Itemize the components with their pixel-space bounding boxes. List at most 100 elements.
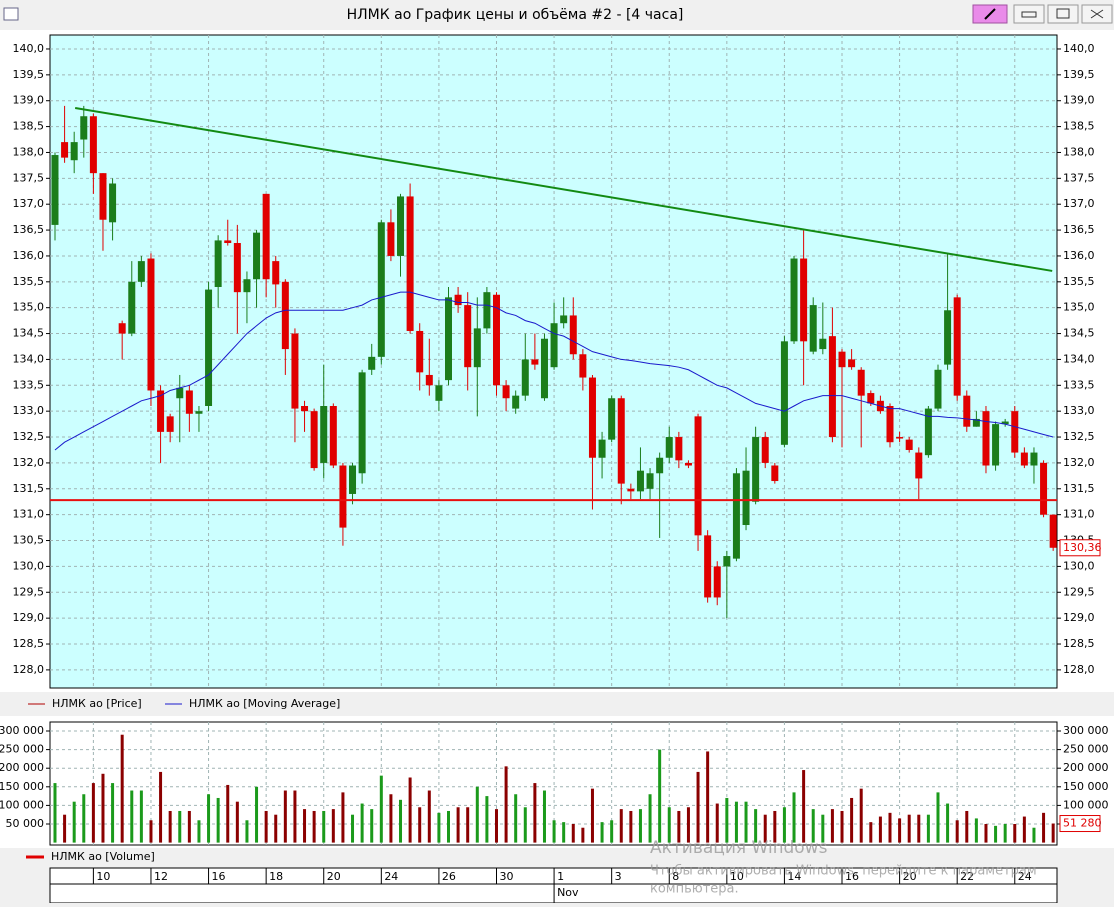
volume-bar (53, 783, 57, 843)
candle-body (147, 258, 155, 391)
candle-body (828, 336, 836, 438)
x-tick-label: 20 (903, 870, 917, 883)
volume-bar (504, 766, 508, 843)
candle-body (723, 556, 731, 567)
volume-bar (955, 820, 959, 843)
volume-bar (638, 809, 642, 843)
candle-body (915, 452, 923, 479)
minimize-icon (1021, 11, 1037, 18)
candle-body (560, 315, 568, 324)
candle-body (473, 328, 481, 368)
candle-body (684, 462, 692, 466)
volume-bar (331, 809, 335, 843)
y-tick-label: 135,5 (1063, 275, 1095, 288)
volume-bar (754, 809, 758, 843)
candle-body (291, 333, 299, 409)
y-tick-label: 132,5 (13, 430, 45, 443)
legend-label: НЛМК ао [Volume] (51, 850, 155, 863)
candle-body (368, 356, 376, 370)
candle-body (540, 338, 548, 399)
volume-bar (360, 803, 364, 843)
y-tick-label: 100 000 (0, 798, 44, 811)
candle-body (137, 261, 145, 282)
volume-bar (542, 790, 546, 843)
candle-body (531, 359, 539, 365)
volume-bar (235, 801, 239, 843)
candle-body (349, 465, 357, 494)
candle-body (377, 222, 385, 357)
candle-body (742, 470, 750, 526)
candle-body (579, 354, 587, 378)
y-tick-label: 139,0 (13, 94, 45, 107)
volume-bar (408, 777, 412, 843)
volume-bar (101, 773, 105, 843)
candle-body (656, 457, 664, 474)
last-value-label: 51 280 (1063, 817, 1102, 830)
y-tick-label: 140,0 (1063, 42, 1095, 55)
volume-bar (696, 771, 700, 843)
candle-body (483, 292, 491, 329)
candle-body (569, 315, 577, 355)
candle-body (61, 142, 69, 158)
candle-body (694, 416, 702, 536)
y-tick-label: 130,0 (1063, 559, 1095, 572)
y-tick-label: 300 000 (0, 724, 44, 737)
candle-body (205, 289, 213, 406)
legend-label: НЛМК ао [Price] (52, 697, 142, 710)
candle-body (233, 243, 241, 293)
watermark-text: компьютера. (650, 882, 739, 897)
volume-bar (898, 818, 902, 843)
y-tick-label: 137,5 (13, 171, 45, 184)
y-tick-label: 128,0 (13, 663, 45, 676)
y-tick-label: 138,0 (13, 145, 45, 158)
volume-bar (91, 783, 95, 843)
volume-bar (869, 822, 873, 843)
candle-body (243, 279, 251, 293)
x-tick-label: 24 (1018, 870, 1032, 883)
x-tick-label: 1 (557, 870, 564, 883)
candle-body (627, 488, 635, 492)
candle-body (406, 196, 414, 331)
candle-body (550, 323, 558, 368)
y-tick-label: 250 000 (1063, 743, 1109, 756)
volume-bar (533, 783, 537, 843)
restore-button[interactable] (1047, 4, 1079, 24)
volume-bar (648, 794, 652, 843)
candle-body (492, 294, 500, 386)
y-tick-label: 138,0 (1063, 145, 1095, 158)
watermark-text: Чтобы активировать Windows, перейдите к … (650, 864, 1037, 879)
volume-bar (715, 803, 719, 843)
candle-body (636, 470, 644, 492)
volume-bar (706, 751, 710, 843)
minimize-button[interactable] (1013, 4, 1045, 24)
volume-bar (850, 797, 854, 843)
x-tick-label: 16 (845, 870, 859, 883)
window-title: НЛМК ао График цены и объёма #2 - [4 час… (347, 7, 684, 23)
candle-body (435, 385, 443, 401)
candle-body (262, 193, 270, 280)
last-value-box (1059, 815, 1101, 833)
volume-bar (946, 803, 950, 843)
volume-bar (178, 810, 182, 843)
volume-bar (725, 797, 729, 843)
volume-bar (677, 810, 681, 843)
volume-bar (303, 809, 307, 843)
volume-bar (475, 786, 479, 843)
volume-bar (619, 809, 623, 843)
y-tick-label: 138,5 (1063, 120, 1095, 133)
candle-body (713, 566, 721, 598)
x-tick-label: 16 (212, 870, 226, 883)
y-tick-label: 133,5 (13, 378, 45, 391)
volume-bar (447, 810, 451, 843)
candle-body (89, 116, 97, 174)
candle-body (416, 330, 424, 373)
volume-bar (965, 810, 969, 843)
volume-bar (139, 790, 143, 843)
candle-body (924, 408, 932, 456)
y-tick-label: 130,5 (13, 534, 45, 547)
y-tick-label: 131,5 (1063, 482, 1095, 495)
candle-body (358, 372, 366, 474)
candle-body (1011, 411, 1019, 453)
y-tick-label: 150 000 (0, 780, 44, 793)
volume-bar (888, 812, 892, 843)
